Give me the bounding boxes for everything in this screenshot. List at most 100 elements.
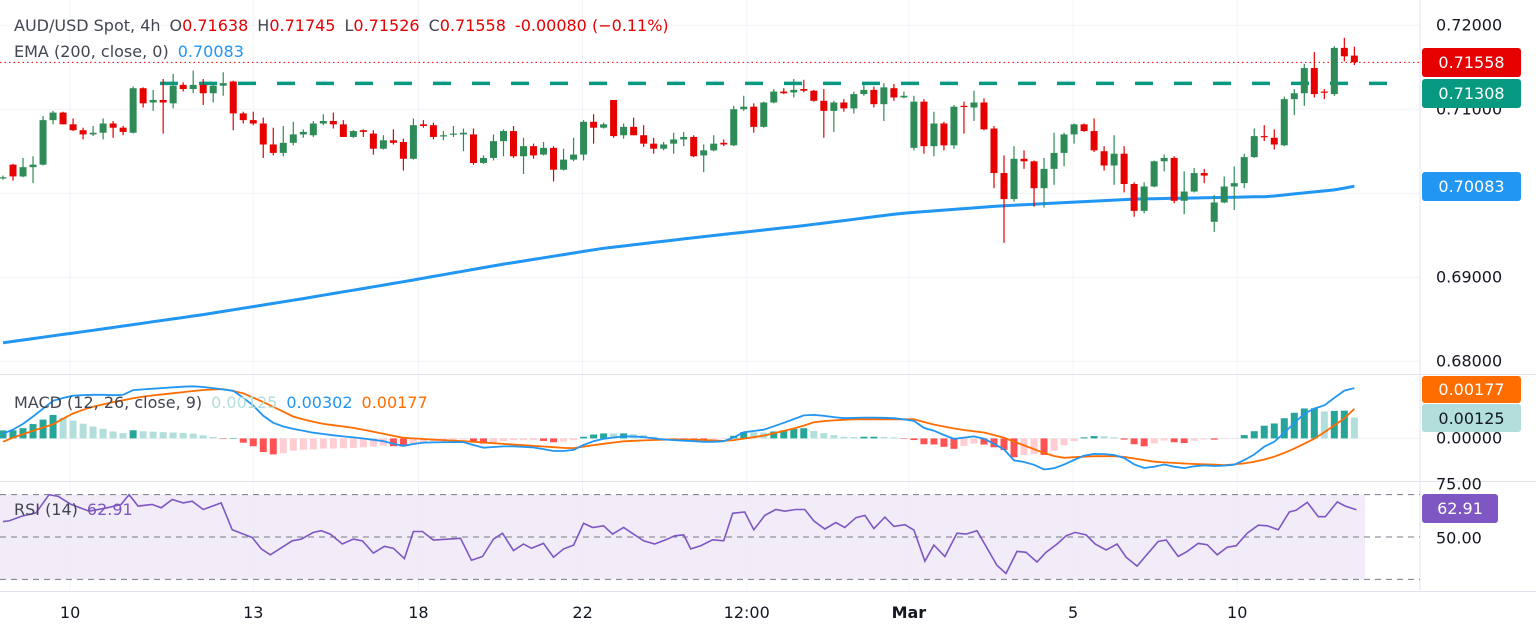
macd-histogram-bar [1050,438,1058,451]
candle-body [319,120,327,124]
macd-histogram-bar [169,432,177,439]
time-axis-tick: 22 [572,603,593,622]
candle [1110,135,1118,185]
macd-histogram-bar [459,438,467,440]
candle [259,117,267,158]
candle [690,135,698,158]
candle [279,126,287,157]
candle [379,135,387,150]
candle-body [1130,183,1138,211]
candle-body [89,132,97,135]
pane-divider-macd-rsi[interactable] [0,481,1536,482]
candle-body [299,131,307,135]
ema-price-label: 0.70083 [1422,172,1521,201]
macd-histogram-bar [1150,438,1158,444]
candle [1050,132,1058,185]
candle [860,83,868,96]
time-axis-tick: 10 [59,603,81,622]
candle-body [690,136,698,157]
macd-histogram-bar [1280,418,1288,439]
macd-histogram-bar [339,438,347,449]
candle-body [1180,191,1188,201]
candle [59,111,67,125]
candle [520,137,528,174]
macd-histogram-bar [419,438,427,443]
rsi-axis-tick-75: 75.00 [1436,474,1482,494]
candle [199,78,207,106]
pane-divider-main-macd[interactable] [0,374,1536,375]
macd-histogram-bar [269,438,277,455]
macd-histogram-bar [389,438,397,447]
candle-body [950,106,958,146]
candle-body [1110,153,1118,166]
candle-body [99,123,107,133]
candle [239,111,247,124]
candle-body [379,140,387,149]
open-value: 0.71638 [182,16,249,35]
macd-histogram-bar [1310,408,1318,439]
macd-histogram-bar [309,438,317,450]
macd-histogram-bar [560,438,568,442]
candle-body [389,140,397,143]
candle-body [179,84,187,90]
candle [269,127,277,156]
macd-histogram-bar [890,437,898,439]
candle [19,157,27,178]
candle-body [830,102,838,111]
macd-histogram-bar [980,438,988,445]
candle [840,99,848,112]
price-axis-tick: 0.68000 [1436,351,1503,371]
candle [800,79,808,93]
macd-histogram-bar [139,431,147,439]
macd-histogram-bar [59,417,67,439]
macd-histogram-bar [1080,437,1088,439]
macd-signal-price-label: 0.00177 [1422,376,1521,403]
macd-histogram-bar [1210,438,1218,440]
macd-histogram-bar [810,431,818,439]
candle [1280,96,1288,147]
macd-histogram-bar [1190,438,1198,441]
macd-histogram-bar [69,420,77,439]
candle-body [540,147,548,155]
symbol-title: AUD/USD Spot, 4h [14,16,161,35]
macd-histogram-bar [369,438,377,447]
candle [550,146,558,182]
candle-body [1010,158,1018,200]
candle [209,83,217,103]
candle-body [520,146,528,157]
macd-histogram-bar [780,430,788,439]
macd-value: 0.00302 [286,393,353,412]
macd-legend[interactable]: MACD (12, 26, close, 9) 0.00125 0.00302 … [14,393,428,412]
macd-histogram-bar [1320,411,1328,439]
rsi-series [2,493,1357,575]
macd-histogram-bar [820,433,828,439]
candle-body [530,146,538,156]
symbol-legend[interactable]: AUD/USD Spot, 4h O 0.71638 H 0.71745 L 0.71… [14,16,669,35]
candle [1190,168,1198,193]
candle [1260,125,1268,142]
candle-body [1300,68,1308,94]
rsi-legend[interactable]: RSI (14) 62.91 [14,500,133,519]
candle [1000,155,1008,243]
macd-histogram-bar [710,438,718,440]
macd-histogram-bar [770,431,778,439]
candle [590,114,598,144]
candle [700,144,708,173]
candle [349,130,357,138]
candle-body [920,101,928,147]
price-axis-tick: 0.72000 [1436,15,1503,35]
last-price-label: 0.71558 [1422,48,1521,77]
candle-body [790,89,798,93]
macd-histogram-bar [349,438,357,448]
rsi-price-label: 62.91 [1422,494,1498,523]
candle-body [1070,124,1078,135]
candle-body [680,136,688,140]
macd-histogram-bar [550,438,558,443]
candle-body [610,99,618,137]
candle-body [590,121,598,128]
low-value: 0.71526 [353,16,420,35]
candle-body [1260,136,1268,138]
macd-histogram-bar [870,436,878,439]
ema-legend[interactable]: EMA (200, close, 0) 0.70083 [14,42,244,61]
